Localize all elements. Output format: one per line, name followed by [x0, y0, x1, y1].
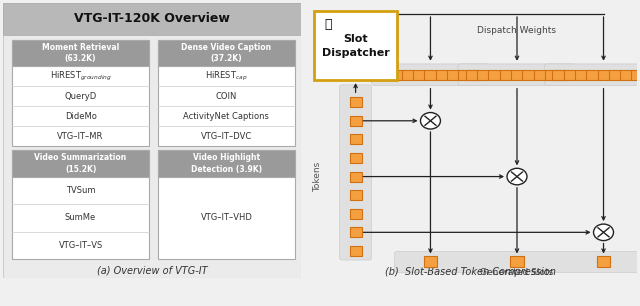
FancyBboxPatch shape — [552, 70, 564, 80]
Text: 🔥: 🔥 — [324, 18, 332, 31]
FancyBboxPatch shape — [394, 252, 639, 272]
Circle shape — [593, 224, 614, 241]
FancyBboxPatch shape — [349, 227, 362, 237]
FancyBboxPatch shape — [586, 70, 598, 80]
FancyBboxPatch shape — [447, 70, 459, 80]
FancyBboxPatch shape — [545, 70, 557, 80]
FancyBboxPatch shape — [158, 151, 295, 177]
FancyBboxPatch shape — [556, 70, 568, 80]
FancyBboxPatch shape — [12, 40, 149, 66]
Text: VTG–IT–VHD: VTG–IT–VHD — [200, 213, 252, 222]
FancyBboxPatch shape — [620, 70, 632, 80]
FancyBboxPatch shape — [564, 70, 575, 80]
FancyBboxPatch shape — [349, 153, 362, 163]
FancyBboxPatch shape — [458, 70, 470, 80]
Text: (b)  Slot-Based Token Compression: (b) Slot-Based Token Compression — [385, 267, 556, 277]
FancyBboxPatch shape — [349, 116, 362, 126]
Text: (a) Overview of VTG-IT: (a) Overview of VTG-IT — [97, 266, 207, 276]
Text: ActivityNet Captions: ActivityNet Captions — [184, 112, 269, 121]
FancyBboxPatch shape — [597, 256, 610, 267]
FancyBboxPatch shape — [466, 70, 477, 80]
Text: COIN: COIN — [216, 92, 237, 101]
Text: Video Summarization
(15.2K): Video Summarization (15.2K) — [35, 153, 127, 174]
FancyBboxPatch shape — [349, 172, 362, 181]
Text: Dispatch Weights: Dispatch Weights — [477, 26, 557, 35]
FancyBboxPatch shape — [413, 70, 425, 80]
Circle shape — [507, 168, 527, 185]
FancyBboxPatch shape — [402, 70, 414, 80]
FancyBboxPatch shape — [390, 70, 403, 80]
FancyBboxPatch shape — [3, 3, 301, 35]
Text: Dense Video Caption
(37.2K): Dense Video Caption (37.2K) — [181, 43, 271, 63]
FancyBboxPatch shape — [349, 190, 362, 200]
FancyBboxPatch shape — [436, 70, 448, 80]
FancyBboxPatch shape — [545, 64, 640, 85]
Text: Video Highlight
Detection (3.9K): Video Highlight Detection (3.9K) — [191, 153, 262, 174]
Text: VTG-IT-120K Overview: VTG-IT-120K Overview — [74, 13, 230, 25]
Text: VTG–IT–DVC: VTG–IT–DVC — [201, 132, 252, 141]
FancyBboxPatch shape — [12, 151, 149, 259]
FancyBboxPatch shape — [372, 64, 490, 85]
FancyBboxPatch shape — [488, 70, 500, 80]
Text: SumMe: SumMe — [65, 213, 96, 222]
FancyBboxPatch shape — [598, 70, 609, 80]
FancyBboxPatch shape — [380, 70, 391, 80]
FancyBboxPatch shape — [424, 70, 436, 80]
Text: Slot
Dispatcher: Slot Dispatcher — [322, 34, 390, 58]
Text: Tokens: Tokens — [313, 162, 322, 192]
Text: Generated Slots: Generated Slots — [481, 268, 554, 277]
FancyBboxPatch shape — [158, 40, 295, 66]
FancyBboxPatch shape — [470, 70, 482, 80]
Text: VTG–IT–VS: VTG–IT–VS — [58, 241, 102, 250]
FancyBboxPatch shape — [458, 64, 576, 85]
FancyBboxPatch shape — [511, 70, 523, 80]
Text: Moment Retrieval
(63.2K): Moment Retrieval (63.2K) — [42, 43, 119, 63]
Text: TVSum: TVSum — [66, 186, 95, 195]
FancyBboxPatch shape — [158, 151, 295, 259]
FancyBboxPatch shape — [12, 40, 149, 146]
Text: HiREST$_{cap}$: HiREST$_{cap}$ — [205, 70, 248, 83]
FancyBboxPatch shape — [314, 11, 397, 80]
FancyBboxPatch shape — [349, 134, 362, 144]
FancyBboxPatch shape — [500, 70, 511, 80]
Text: QueryD: QueryD — [65, 92, 97, 101]
FancyBboxPatch shape — [340, 85, 372, 260]
FancyBboxPatch shape — [522, 70, 534, 80]
FancyBboxPatch shape — [349, 209, 362, 219]
Text: DideMo: DideMo — [65, 112, 97, 121]
FancyBboxPatch shape — [424, 256, 437, 267]
FancyBboxPatch shape — [575, 70, 587, 80]
FancyBboxPatch shape — [510, 256, 524, 267]
FancyBboxPatch shape — [609, 70, 621, 80]
FancyBboxPatch shape — [3, 3, 301, 278]
FancyBboxPatch shape — [534, 70, 546, 80]
FancyBboxPatch shape — [349, 97, 362, 107]
FancyBboxPatch shape — [349, 246, 362, 256]
FancyBboxPatch shape — [632, 70, 640, 80]
Circle shape — [420, 113, 440, 129]
FancyBboxPatch shape — [12, 151, 149, 177]
FancyBboxPatch shape — [158, 40, 295, 146]
Text: HiREST$_{grounding}$: HiREST$_{grounding}$ — [49, 70, 111, 83]
FancyBboxPatch shape — [477, 70, 489, 80]
Text: VTG–IT–MR: VTG–IT–MR — [58, 132, 104, 141]
